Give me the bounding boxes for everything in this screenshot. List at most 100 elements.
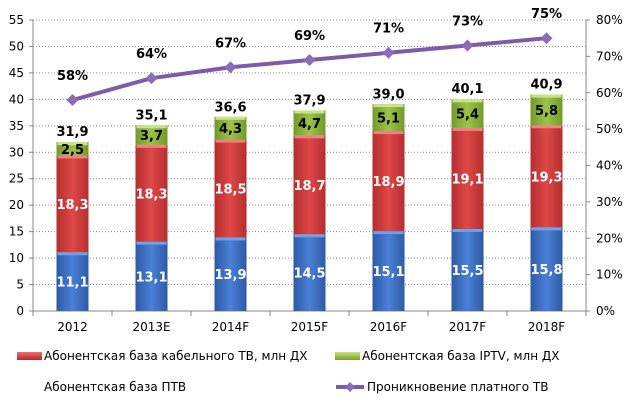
bar-total-label: 37,9 (293, 93, 325, 108)
bar-cable-highlight (531, 125, 562, 129)
bar-cable (372, 131, 405, 232)
bar-iptv (293, 110, 326, 136)
y2-tick-label: 40% (596, 159, 623, 173)
y2-tick-label: 0% (596, 304, 615, 318)
y-tick-label: 45 (9, 66, 24, 80)
bar-total-label: 40,1 (451, 82, 483, 97)
bar-cable-highlight (136, 144, 167, 148)
y2-tick-label: 70% (596, 49, 623, 63)
bar-ptv-label: 15,8 (530, 263, 562, 278)
x-tick-label: 2012 (57, 320, 88, 334)
legend-label-penetration: Проникновение платного ТВ (367, 380, 549, 394)
x-tick-label: 2017F (449, 320, 487, 334)
bar-ptv (56, 252, 89, 311)
penetration-label: 58% (57, 69, 88, 84)
bar-ptv-highlight (373, 231, 404, 235)
penetration-label: 69% (294, 29, 325, 44)
legend-label-ptv: Абонентская база ПТВ (44, 380, 187, 394)
y-tick-label: 20 (9, 198, 24, 212)
penetration-marker (461, 39, 474, 52)
penetration-label: 73% (452, 14, 483, 29)
y2-tick-label: 30% (596, 195, 623, 209)
x-tick-label: 2014F (212, 320, 250, 334)
penetration-label: 71% (373, 22, 404, 37)
y-tick-label: 25 (9, 172, 24, 186)
bar-iptv-label: 2,5 (61, 143, 84, 158)
bar-ptv-label: 15,1 (372, 265, 404, 280)
bar-total-label: 35,1 (135, 108, 167, 123)
y2-tick-label: 80% (596, 13, 623, 27)
bar-cable (135, 144, 168, 242)
bar-ptv-label: 13,1 (135, 270, 167, 285)
penetration-marker (540, 32, 553, 45)
y-tick-label: 5 (16, 278, 24, 292)
y2-tick-label: 60% (596, 86, 623, 100)
y2-tick-label: 20% (596, 231, 623, 245)
bar-cable-highlight (215, 139, 246, 143)
bar-iptv-label: 5,8 (535, 104, 558, 119)
bar-iptv-highlight (57, 142, 88, 146)
bar-ptv-highlight (57, 252, 88, 256)
bar-ptv-label: 15,5 (451, 264, 483, 279)
bar-iptv-highlight (531, 94, 562, 98)
x-tick-label: 2013E (132, 320, 170, 334)
penetration-marker (382, 46, 395, 59)
bar-cable-highlight (452, 127, 483, 131)
x-tick-label: 2018F (528, 320, 566, 334)
legend-swatch-cable (17, 352, 42, 360)
x-tick-label: 2016F (370, 320, 408, 334)
legend-item-ptv: Абонентская база ПТВ (44, 380, 186, 394)
bar-total-label: 31,9 (56, 125, 88, 140)
chart: 0 5 10 15 20 25 30 35 40 45 50 55 0% 10% 20% 30% 40% 50% 6… (9, 7, 623, 334)
bar-total-label: 36,6 (214, 100, 246, 115)
bar-cable (214, 139, 247, 238)
bar-total-label: 39,0 (372, 88, 404, 103)
bar-iptv-highlight (136, 125, 167, 129)
bar-iptv (135, 125, 168, 145)
bar-cable-label: 19,3 (530, 170, 562, 185)
bar-cable-highlight (294, 135, 325, 139)
bar-iptv-highlight (373, 104, 404, 108)
penetration-marker (224, 61, 237, 74)
bar-ptv-highlight (215, 237, 246, 241)
bar-cable (530, 125, 563, 228)
y2-tick-label: 10% (596, 268, 623, 282)
y-tick-label: 0 (16, 304, 24, 318)
bar-iptv-label: 5,4 (456, 108, 479, 123)
bar-ptv-highlight (294, 234, 325, 238)
bar-iptv-highlight (215, 116, 246, 120)
bar-cable-label: 18,7 (293, 179, 325, 194)
bar-cable-highlight (373, 131, 404, 135)
bar-iptv-label: 4,3 (219, 122, 242, 137)
penetration-label: 64% (136, 47, 167, 62)
bar-cable-highlight (57, 155, 88, 159)
bar-iptv-highlight (294, 110, 325, 114)
bar-ptv-highlight (136, 241, 167, 245)
y-tick-label: 10 (9, 251, 24, 265)
penetration-label: 67% (215, 36, 246, 51)
bar-cable-label: 18,3 (56, 198, 88, 213)
bar-iptv-label: 5,1 (377, 112, 400, 127)
bar-iptv (530, 94, 563, 126)
bar-iptv-label: 4,7 (298, 117, 321, 132)
bar-ptv (135, 241, 168, 311)
bar-iptv (56, 142, 89, 156)
y-tick-label: 35 (9, 119, 24, 133)
bar-ptv (293, 234, 326, 311)
bar-cable-label: 19,1 (451, 172, 483, 187)
bar-ptv-highlight (452, 228, 483, 232)
bar-ptv-label: 14,5 (293, 267, 325, 282)
penetration-marker (303, 54, 316, 67)
x-tick-label: 2015F (291, 320, 329, 334)
y-tick-label: 55 (9, 13, 24, 27)
bar-cable (56, 155, 89, 253)
bar-ptv (372, 231, 405, 311)
y-tick-label: 50 (9, 39, 24, 53)
bar-iptv (214, 116, 247, 140)
legend-item-iptv: Абонентская база IPTV, млн ДХ (335, 349, 559, 363)
bar-cable-label: 18,3 (135, 187, 167, 202)
penetration-marker (66, 94, 79, 107)
bar-total-label: 40,9 (530, 78, 562, 93)
y-tick-label: 30 (9, 145, 24, 159)
penetration-label: 75% (531, 7, 562, 22)
